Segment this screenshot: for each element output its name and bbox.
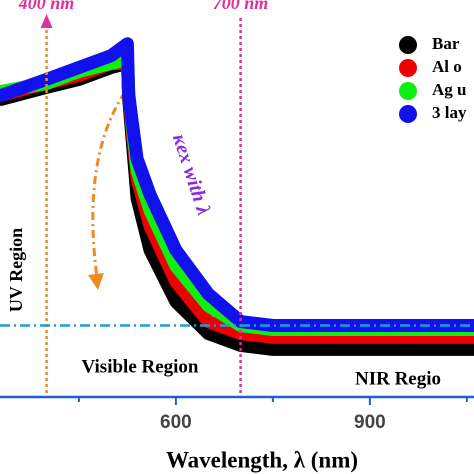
series-line (0, 53, 474, 336)
x-tick-label: 900 (354, 412, 386, 433)
annotation: UV Region (6, 228, 26, 312)
series-line (0, 57, 474, 344)
series-line (0, 57, 474, 356)
legend-label: Bar (432, 34, 460, 53)
uv-arrow (40, 14, 53, 28)
legend-marker (399, 82, 417, 100)
annotation: 700 nm (213, 0, 269, 13)
legend-label: Al o (432, 57, 462, 76)
legend-marker (399, 36, 417, 54)
legend-marker (399, 105, 417, 123)
legend-label: Ag u (432, 80, 466, 99)
trend-arrow (91, 91, 127, 286)
legend-marker (399, 59, 417, 77)
annotation: Visible Region (82, 356, 199, 377)
x-axis-label: Wavelength, λ (nm) (166, 447, 358, 472)
annotation: NIR Regio (355, 368, 441, 389)
legend-label: 3 lay (432, 103, 467, 122)
arrow-head (88, 273, 104, 290)
annotation: κex with λ (168, 131, 215, 218)
x-tick-label: 600 (160, 412, 192, 433)
annotation: 400 nm (18, 0, 75, 13)
series-line (0, 37, 474, 332)
